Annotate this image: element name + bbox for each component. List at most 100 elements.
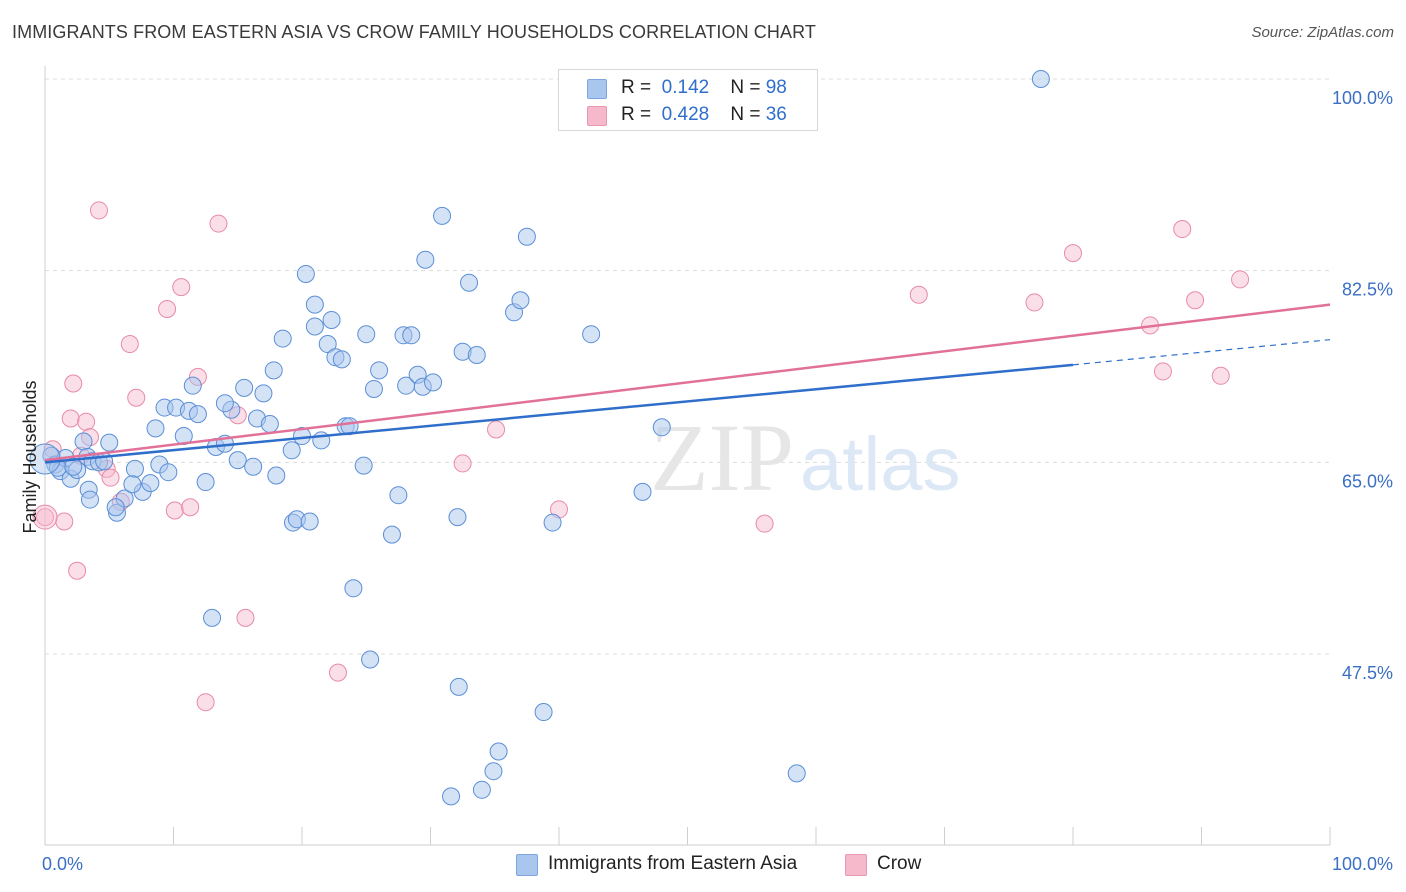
crow-point (196, 693, 215, 712)
eastern-asia-point (74, 432, 93, 451)
eastern-asia-point (511, 291, 530, 310)
y-tick-label: 47.5% (1342, 663, 1393, 683)
legend-n-value: 36 (765, 104, 787, 125)
eastern-asia-point (484, 762, 503, 781)
legend-r-value: 0.142 (661, 77, 710, 98)
bottom-legend-swatch-pink (845, 854, 867, 876)
eastern-asia-trend-line (44, 363, 1074, 464)
eastern-asia-point (228, 451, 247, 470)
y-tick-label: 100.0% (1332, 88, 1393, 108)
eastern-asia-point (489, 742, 508, 761)
eastern-asia-point (354, 456, 373, 475)
eastern-asia-point (260, 415, 279, 433)
gridlines (45, 78, 1330, 655)
crow-point (55, 512, 74, 531)
eastern-asia-point (300, 512, 319, 531)
source-label: Source: ZipAtlas.com (1251, 24, 1394, 41)
eastern-asia-point (442, 787, 461, 806)
eastern-asia-point (305, 317, 324, 336)
crow-point (1064, 244, 1082, 263)
crow-point (909, 285, 928, 304)
crow-point (61, 409, 80, 428)
crow-point (1025, 293, 1044, 312)
crow-point (64, 374, 83, 393)
eastern-asia-points (29, 70, 1050, 806)
eastern-asia-point (100, 433, 119, 452)
crow-point (1173, 220, 1192, 239)
eastern-asia-point (235, 378, 254, 397)
crow-point (32, 504, 58, 530)
eastern-asia-point (305, 295, 324, 314)
eastern-asia-point (344, 579, 363, 598)
legend: R = 0.142 N = 98 R = 0.428 N = 36 (558, 69, 818, 131)
crow-point (101, 468, 120, 487)
eastern-asia-point (449, 677, 468, 696)
crow-point (1186, 291, 1205, 310)
eastern-asia-point (534, 703, 553, 722)
crow-trend-line (44, 303, 1331, 462)
eastern-asia-point (652, 418, 671, 437)
crow-point (328, 663, 347, 682)
crow-point (77, 412, 96, 431)
eastern-asia-point (517, 227, 536, 246)
legend-swatch-blue (587, 79, 607, 99)
crow-point (68, 561, 87, 580)
crow-point (36, 508, 54, 527)
legend-n-label: N = (730, 77, 761, 98)
crow-point (236, 608, 255, 627)
eastern-asia-point (203, 608, 222, 627)
crow-point (181, 498, 200, 517)
chart-title: IMMIGRANTS FROM EASTERN ASIA VS CROW FAM… (12, 22, 816, 42)
eastern-asia-point (402, 326, 421, 345)
eastern-asia-point (215, 394, 234, 413)
crow-point (453, 454, 472, 473)
eastern-asia-point (357, 325, 376, 344)
legend-n-value: 98 (765, 77, 787, 98)
y-tick-label: 65.0% (1342, 471, 1393, 491)
eastern-asia-point (543, 513, 562, 532)
y-tick-label: 82.5% (1342, 280, 1393, 300)
watermark-atlas: atlas (800, 422, 961, 507)
watermark: ZIP (650, 404, 794, 511)
crow-point (165, 501, 184, 520)
crow-point (120, 335, 139, 354)
crow-point (755, 514, 774, 533)
legend-r-label: R = (621, 104, 652, 125)
eastern-asia-trend-extension (1072, 339, 1331, 366)
eastern-asia-point (416, 250, 435, 269)
eastern-asia-point (318, 335, 337, 354)
eastern-asia-point (332, 350, 351, 369)
eastern-asia-point (582, 325, 601, 344)
eastern-asia-point (322, 310, 341, 329)
eastern-asia-point (159, 463, 178, 482)
x-tick-labels: 0.0% 100.0% (42, 854, 1393, 874)
eastern-asia-point (424, 373, 443, 392)
eastern-asia-point (361, 650, 380, 669)
eastern-asia-point (433, 206, 452, 225)
eastern-asia-point (267, 466, 286, 485)
bottom-legend-swatch-blue (516, 854, 538, 876)
legend-swatch-pink (587, 106, 607, 126)
eastern-asia-point (106, 498, 125, 517)
crow-point (127, 388, 146, 407)
eastern-asia-point (472, 780, 491, 799)
eastern-asia-point (296, 264, 315, 283)
eastern-asia-point (1031, 70, 1050, 88)
eastern-asia-point (467, 346, 486, 364)
eastern-asia-point (123, 475, 142, 494)
eastern-asia-point (80, 490, 99, 509)
eastern-asia-point (244, 457, 263, 476)
eastern-asia-point (141, 474, 160, 493)
eastern-asia-point (787, 764, 806, 783)
x-tick-label: 100.0% (1332, 854, 1393, 874)
eastern-asia-point (183, 376, 202, 395)
legend-n-label: N = (730, 104, 761, 125)
crow-point (89, 201, 108, 220)
eastern-asia-point (188, 405, 207, 424)
eastern-asia-point (146, 419, 165, 438)
eastern-asia-point (448, 508, 467, 527)
eastern-asia-point (125, 459, 144, 478)
eastern-asia-point (64, 457, 83, 476)
eastern-asia-point (382, 525, 401, 544)
